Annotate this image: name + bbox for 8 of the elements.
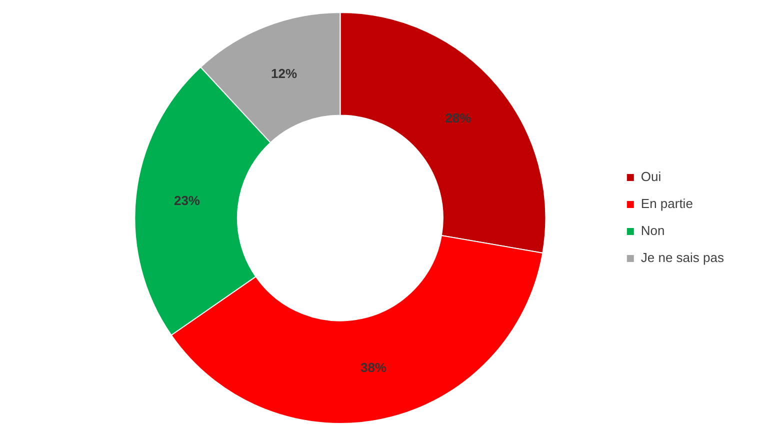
data-label: 38% [360, 360, 387, 376]
legend-label: Oui [640, 169, 662, 184]
legend-label: Non [640, 223, 665, 238]
data-label: 12% [270, 66, 298, 82]
data-label: 28% [445, 110, 472, 126]
data-label: 23% [174, 192, 200, 208]
legend-label: En partie [640, 196, 693, 212]
legend-label: Je ne sais pas [640, 250, 724, 266]
